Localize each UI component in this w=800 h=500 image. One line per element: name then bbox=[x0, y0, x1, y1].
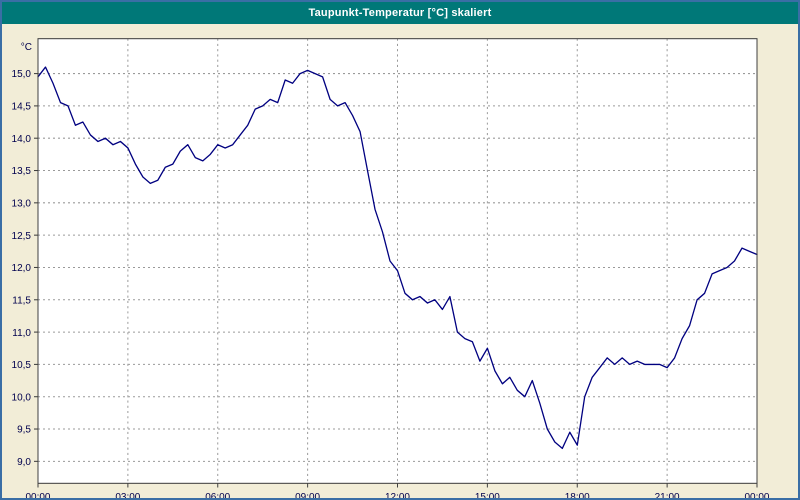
y-tick-label: 14,0 bbox=[12, 134, 32, 145]
chart-area: °C 15,0 14,5 14,0 13,5 13,0 12,5 12,0 11,5 11,0 10… bbox=[2, 24, 798, 498]
y-tick-label: 15,0 bbox=[12, 69, 32, 80]
x-tick-label: 00:00 bbox=[744, 492, 769, 498]
y-tick-label: 12,0 bbox=[12, 263, 32, 274]
x-tick-label: 06:00 bbox=[205, 492, 230, 498]
y-tick-label: 11,5 bbox=[12, 295, 31, 306]
y-tick-label: 10,5 bbox=[12, 360, 32, 371]
y-axis-unit-label: °C bbox=[21, 42, 32, 53]
y-tick-label: 9,5 bbox=[17, 425, 31, 436]
y-tick-label: 14,5 bbox=[12, 101, 32, 112]
line-chart: °C 15,0 14,5 14,0 13,5 13,0 12,5 12,0 11,5 11,0 10… bbox=[12, 38, 770, 498]
window-title: Taupunkt-Temperatur [°C] skaliert bbox=[308, 7, 492, 19]
y-tick-label: 11,0 bbox=[12, 328, 31, 339]
x-tick-label: 21:00 bbox=[655, 492, 680, 498]
x-tick-label: 00:00 bbox=[25, 492, 50, 498]
window-titlebar: Taupunkt-Temperatur [°C] skaliert bbox=[2, 2, 798, 24]
y-tick-label: 9,0 bbox=[17, 457, 31, 468]
x-tick-label: 12:00 bbox=[385, 492, 410, 498]
x-tick-label: 15:00 bbox=[475, 492, 500, 498]
y-tick-label: 12,5 bbox=[12, 231, 32, 242]
x-tick-label: 18:00 bbox=[565, 492, 590, 498]
y-tick-label: 13,0 bbox=[12, 198, 32, 209]
x-tick-label: 09:00 bbox=[295, 492, 320, 498]
x-tick-label: 03:00 bbox=[115, 492, 140, 498]
y-tick-label: 13,5 bbox=[12, 166, 32, 177]
y-tick-label: 10,0 bbox=[12, 392, 32, 403]
series-line bbox=[37, 66, 758, 450]
